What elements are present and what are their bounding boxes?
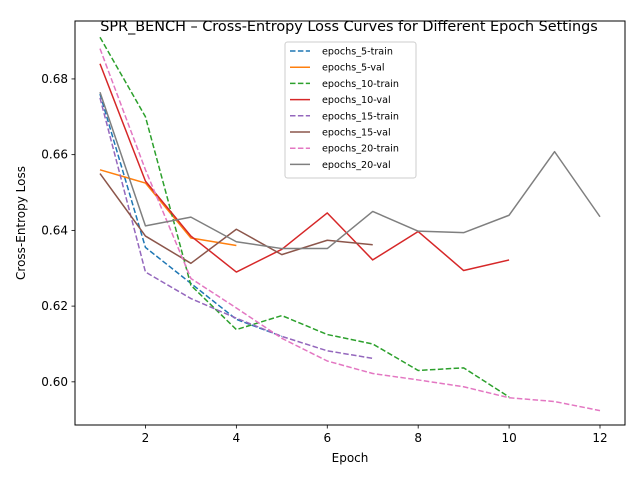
y-tick-label: 0.62 bbox=[41, 299, 68, 313]
x-tick-label: 8 bbox=[414, 431, 422, 445]
series-line-epochs_20-train bbox=[99, 48, 601, 412]
y-axis-label: Cross-Entropy Loss bbox=[14, 166, 28, 280]
y-tick-label: 0.64 bbox=[41, 223, 68, 237]
chart-title: SPR_BENCH – Cross-Entropy Loss Curves fo… bbox=[100, 19, 597, 35]
y-axis: 0.60 0.62 0.64 0.66 0.68 bbox=[41, 72, 75, 389]
y-tick-label: 0.68 bbox=[41, 72, 68, 86]
series-line-epochs_20-val bbox=[99, 91, 601, 250]
legend-label: epochs_5-train bbox=[322, 47, 393, 58]
y-tick-label: 0.60 bbox=[41, 375, 68, 389]
legend-label: epochs_10-train bbox=[322, 79, 399, 90]
y-tick-label: 0.66 bbox=[41, 148, 68, 162]
plot-frame bbox=[74, 20, 626, 426]
x-tick-label: 12 bbox=[592, 431, 607, 445]
legend-label: epochs_20-val bbox=[322, 160, 391, 171]
legend-box bbox=[284, 41, 417, 179]
legend-label: epochs_15-val bbox=[322, 128, 391, 139]
x-tick-label: 10 bbox=[501, 431, 516, 445]
legend: epochs_5-train epochs_5-val epochs_10-trai… bbox=[284, 41, 417, 179]
legend-label: epochs_15-train bbox=[322, 111, 399, 122]
series-line-epochs_5-val bbox=[99, 169, 237, 247]
series-line-epochs_15-val bbox=[99, 173, 373, 265]
series-line-epochs_10-val bbox=[99, 63, 510, 273]
x-tick-label: 4 bbox=[233, 431, 241, 445]
series-layer bbox=[99, 36, 601, 412]
legend-label: epochs_20-train bbox=[322, 144, 399, 155]
x-axis: 2 4 6 8 10 12 bbox=[142, 425, 608, 445]
series-line-epochs_10-train bbox=[99, 36, 510, 398]
legend-label: epochs_5-val bbox=[322, 63, 385, 74]
x-tick-label: 6 bbox=[323, 431, 331, 445]
series-line-epochs_5-train bbox=[99, 93, 283, 338]
x-tick-label: 2 bbox=[142, 431, 150, 445]
x-axis-label: Epoch bbox=[332, 451, 369, 465]
legend-label: epochs_10-val bbox=[322, 95, 391, 106]
